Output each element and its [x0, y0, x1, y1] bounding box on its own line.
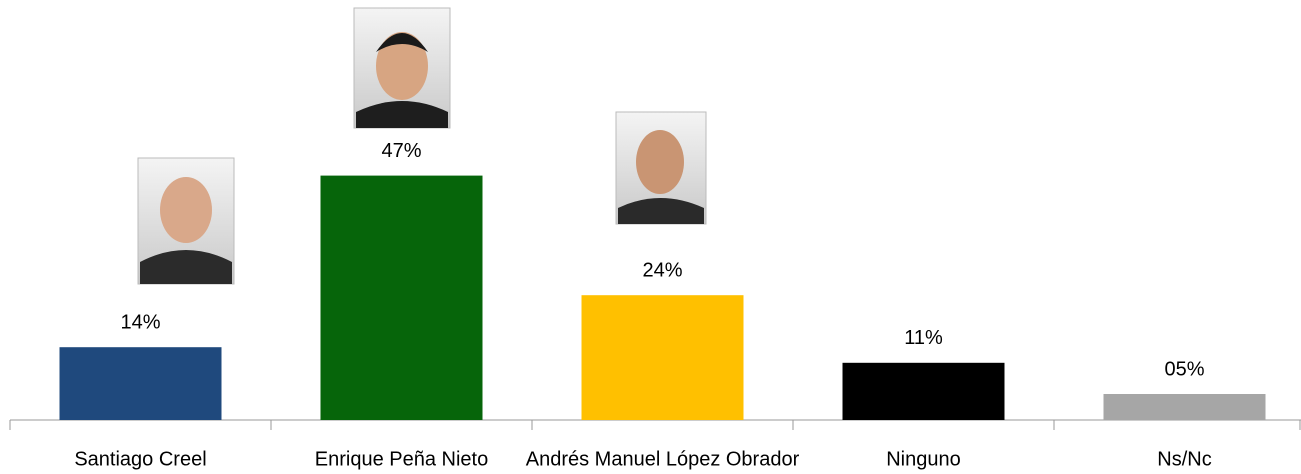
value-label: 11% — [904, 327, 943, 349]
value-label: 14% — [120, 311, 160, 333]
value-label: 24% — [642, 259, 682, 281]
candidate-photo — [138, 158, 234, 284]
chart: Santiago Creel 14% Enrique Peña Nieto 47% An… — [0, 0, 1301, 474]
value-label: 47% — [381, 140, 421, 162]
x-tick-label: Santiago Creel — [74, 448, 206, 470]
candidate-photo — [354, 8, 450, 128]
x-tick-label: Andrés Manuel López Obrador — [526, 448, 800, 470]
bar — [582, 295, 744, 420]
value-label: 05% — [1164, 358, 1204, 380]
candidate-photo — [616, 112, 706, 224]
bar — [60, 347, 222, 420]
x-tick-label: Ns/Nc — [1157, 448, 1211, 470]
bar — [1104, 394, 1266, 420]
bar — [321, 176, 483, 420]
bar — [843, 363, 1005, 420]
page: Santiago Creel 14% Enrique Peña Nieto 47% An… — [0, 0, 1301, 474]
x-tick-label: Enrique Peña Nieto — [315, 448, 488, 470]
x-tick-label: Ninguno — [886, 448, 961, 470]
